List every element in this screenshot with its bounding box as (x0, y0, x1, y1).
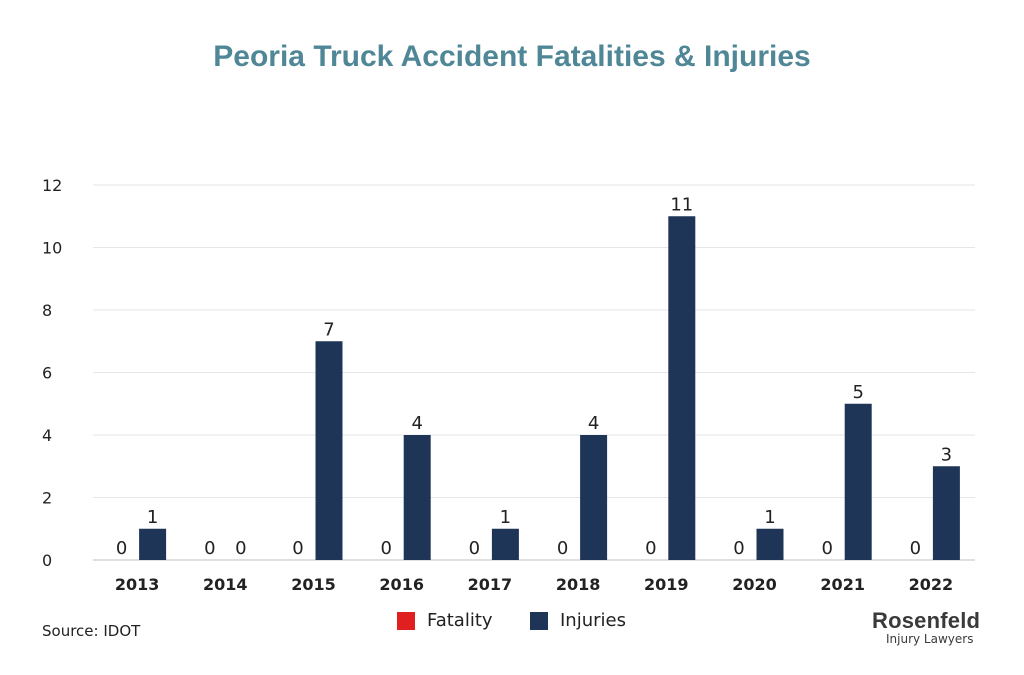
data-label-fatality: 0 (733, 538, 744, 559)
bar-injuries (403, 435, 431, 560)
legend-item-injuries: Injuries (530, 610, 626, 631)
data-label-injuries: 3 (941, 444, 952, 465)
data-label-injuries: 0 (235, 538, 246, 559)
x-tick-label: 2018 (556, 575, 601, 594)
legend-swatch-fatality (397, 611, 415, 630)
data-label-fatality: 0 (821, 538, 832, 559)
y-tick-label: 6 (42, 364, 52, 383)
data-label-fatality: 0 (116, 538, 127, 559)
x-tick-label: 2015 (291, 575, 336, 594)
bar-injuries (315, 341, 343, 560)
legend-swatch-injuries (530, 611, 548, 630)
chart-title: Peoria Truck Accident Fatalities & Injur… (213, 40, 811, 73)
y-tick-label: 0 (42, 551, 52, 570)
brand-subtitle: Injury Lawyers (886, 632, 974, 646)
bar-injuries (844, 403, 872, 560)
x-tick-label: 2017 (468, 575, 513, 594)
bar-injuries (139, 528, 167, 560)
brand-name: Rosenfeld (872, 608, 981, 633)
x-tick-label: 2019 (644, 575, 689, 594)
x-tick-label: 2013 (115, 575, 160, 594)
legend-label-injuries: Injuries (560, 610, 626, 631)
data-label-fatality: 0 (557, 538, 568, 559)
data-label-fatality: 0 (910, 538, 921, 559)
legend-label-fatality: Fatality (427, 610, 493, 631)
data-label-fatality: 0 (645, 538, 656, 559)
x-tick-label: 2020 (732, 575, 777, 594)
y-tick-label: 4 (42, 426, 52, 445)
data-label-fatality: 0 (469, 538, 480, 559)
bar-injuries (491, 528, 519, 560)
y-tick-label: 8 (42, 301, 52, 320)
source-note: Source: IDOT (42, 622, 141, 640)
x-tick-label: 2021 (820, 575, 865, 594)
data-label-injuries: 7 (323, 319, 334, 340)
bar-injuries (932, 466, 960, 560)
legend: Fatality Injuries (0, 610, 1024, 638)
bar-injuries (668, 216, 696, 560)
y-tick-label: 12 (42, 176, 62, 195)
data-label-injuries: 4 (588, 413, 599, 434)
y-tick-label: 10 (42, 239, 62, 258)
data-label-fatality: 0 (380, 538, 391, 559)
data-label-injuries: 5 (852, 382, 863, 403)
bar-injuries (580, 435, 608, 560)
data-label-injuries: 4 (411, 413, 422, 434)
bar-injuries (756, 528, 784, 560)
legend-item-fatality: Fatality (397, 610, 493, 631)
data-label-fatality: 0 (292, 538, 303, 559)
data-label-injuries: 1 (147, 507, 158, 528)
x-tick-label: 2014 (203, 575, 248, 594)
data-label-injuries: 1 (764, 507, 775, 528)
y-tick-label: 2 (42, 489, 52, 508)
brand-logo: Rosenfeld Injury Lawyers (872, 608, 1002, 646)
data-label-injuries: 1 (500, 507, 511, 528)
data-label-fatality: 0 (204, 538, 215, 559)
data-label-injuries: 11 (670, 194, 693, 215)
x-tick-label: 2016 (379, 575, 424, 594)
x-tick-label: 2022 (909, 575, 954, 594)
